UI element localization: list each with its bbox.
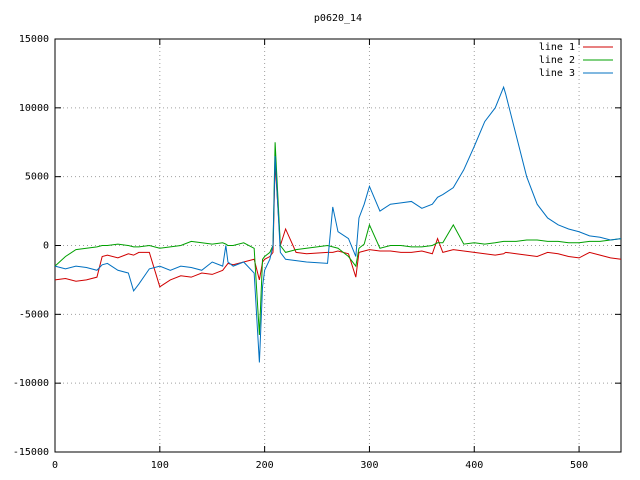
legend-label: line 2 bbox=[539, 55, 575, 66]
series-line bbox=[54, 142, 622, 336]
chart-title: p0620_14 bbox=[314, 13, 362, 24]
y-tick-label: 15000 bbox=[19, 34, 49, 45]
x-tick-label: 300 bbox=[360, 460, 378, 471]
series-line bbox=[54, 162, 622, 288]
legend-label: line 1 bbox=[539, 42, 575, 53]
y-tick-label: 5000 bbox=[25, 172, 49, 183]
y-tick-label: -15000 bbox=[13, 447, 49, 458]
legend-label: line 3 bbox=[539, 68, 575, 79]
y-tick-label: -5000 bbox=[19, 309, 49, 320]
x-tick-label: 0 bbox=[52, 460, 58, 471]
x-tick-label: 500 bbox=[570, 460, 588, 471]
plot-frame bbox=[54, 38, 622, 453]
x-tick-label: 400 bbox=[465, 460, 483, 471]
x-tick-label: 200 bbox=[256, 460, 274, 471]
y-tick-label: 10000 bbox=[19, 103, 49, 114]
y-tick-label: 0 bbox=[43, 241, 49, 252]
series-line bbox=[54, 85, 622, 363]
x-tick-label: 100 bbox=[151, 460, 169, 471]
y-tick-label: -10000 bbox=[13, 378, 49, 389]
